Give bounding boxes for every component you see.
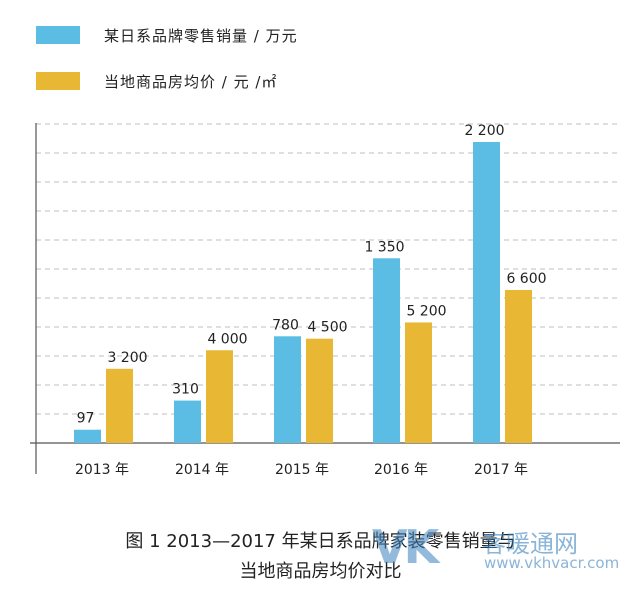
x-tick-label: 2016 年 — [374, 462, 428, 478]
bar-sales — [174, 400, 201, 443]
bar-chart: 97 3 200 2013 年 310 4 000 2014 年 780 4 500 2015 … — [30, 123, 620, 478]
data-label-sales: 2 200 — [464, 123, 504, 139]
data-label-sales: 310 — [172, 382, 199, 398]
legend-item-price: 当地商品房均价 / 元 /㎡ — [36, 70, 298, 92]
bar-price — [405, 322, 432, 443]
data-label-price: 4 500 — [307, 320, 347, 336]
x-tick-label: 2014 年 — [175, 462, 229, 478]
caption-line-1: 图 1 2013—2017 年某日系品牌家装零售销量与 — [125, 531, 516, 552]
legend-label-sales: 某日系品牌零售销量 / 万元 — [104, 26, 298, 45]
legend-swatch-price — [36, 72, 80, 90]
bar-sales — [274, 336, 301, 443]
bar-sales — [373, 258, 400, 443]
x-tick-label: 2017 年 — [474, 462, 528, 478]
bar-sales — [74, 429, 101, 443]
watermark-url: www.vkhvacr.com — [484, 554, 620, 572]
legend: 某日系品牌零售销量 / 万元 当地商品房均价 / 元 /㎡ — [36, 24, 298, 116]
watermark-name: 客暖通网 — [482, 530, 578, 558]
data-label-price: 5 200 — [406, 303, 446, 319]
watermark: VK 客暖通网 www.vkhvacr.com — [372, 520, 641, 580]
bar-sales — [473, 142, 500, 443]
data-label-price: 6 600 — [506, 271, 546, 287]
data-label-price: 3 200 — [107, 350, 147, 366]
legend-item-sales: 某日系品牌零售销量 / 万元 — [36, 24, 298, 46]
data-label-price: 4 000 — [207, 331, 247, 347]
bar-price — [306, 338, 333, 443]
legend-swatch-sales — [36, 26, 80, 44]
bar-price — [106, 368, 133, 443]
caption-line-2: 当地商品房均价对比 — [239, 561, 402, 582]
bar-price — [206, 350, 233, 443]
bar-price — [505, 290, 532, 443]
data-label-sales: 780 — [272, 317, 299, 333]
watermark-logo: VK — [372, 520, 439, 574]
x-tick-label: 2015 年 — [275, 462, 329, 478]
data-label-sales: 97 — [77, 411, 95, 427]
legend-label-price: 当地商品房均价 / 元 /㎡ — [104, 72, 278, 91]
data-label-sales: 1 350 — [364, 239, 404, 255]
x-tick-label: 2013 年 — [75, 462, 129, 478]
